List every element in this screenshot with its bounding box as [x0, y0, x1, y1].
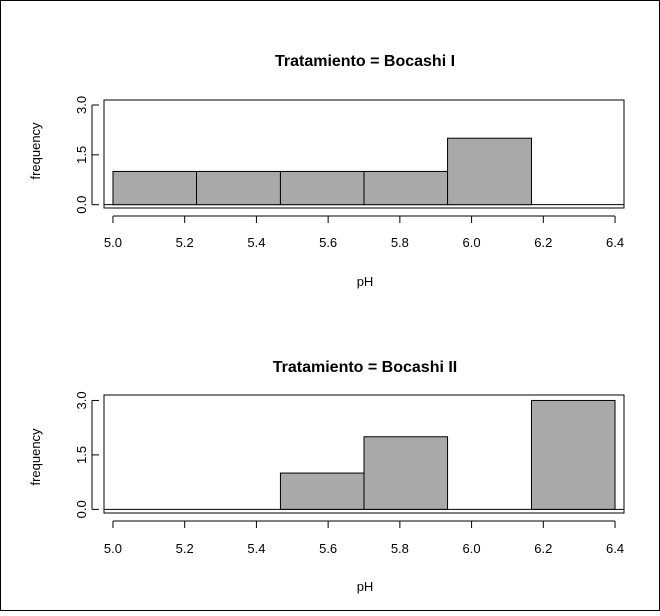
x-tick-label: 5.6 [319, 235, 337, 250]
x-axis-label: pH [357, 274, 374, 289]
histogram-bar [530, 399, 616, 510]
histogram-bar [112, 170, 198, 206]
x-axis-label: pH [357, 579, 374, 594]
histogram-bar [279, 170, 365, 206]
x-tick-label: 5.2 [176, 235, 194, 250]
x-tick-label: 6.2 [534, 235, 552, 250]
x-tick-label: 6.2 [534, 541, 552, 556]
y-axis-label: frequency [28, 428, 43, 486]
histogram-bar [196, 170, 281, 206]
x-tick-label: 5.6 [319, 541, 337, 556]
y-axis-label: frequency [28, 122, 43, 180]
panel-bocashi-i: Tratamiento = Bocashi I pH frequency 0.0… [28, 53, 625, 289]
x-tick-label: 5.4 [247, 541, 265, 556]
x-tick-label: 5.8 [391, 235, 409, 250]
panel-title: Tratamiento = Bocashi I [275, 53, 455, 70]
plot-frame [103, 99, 625, 209]
y-tick-label: 1.5 [74, 446, 89, 464]
x-tick-label: 5.4 [247, 235, 265, 250]
y-tick-label: 3.0 [74, 96, 89, 114]
x-tick-label: 5.2 [176, 541, 194, 556]
x-tick-label: 6.0 [463, 541, 481, 556]
panel-bocashi-ii: Tratamiento = Bocashi II pH frequency 0.… [28, 359, 625, 594]
x-tick-label: 6.4 [606, 235, 624, 250]
y-tick-label: 0.0 [74, 500, 89, 518]
histogram-bar [363, 170, 449, 206]
histogram-bar [447, 137, 532, 206]
y-tick-label: 3.0 [74, 391, 89, 409]
y-tick-label: 1.5 [74, 146, 89, 164]
panel-title: Tratamiento = Bocashi II [273, 359, 458, 376]
plot-frame [103, 394, 625, 514]
x-tick-label: 5.0 [104, 235, 122, 250]
x-tick-label: 5.0 [104, 541, 122, 556]
x-tick-label: 5.8 [391, 541, 409, 556]
x-tick-label: 6.4 [606, 541, 624, 556]
histogram-bar [279, 472, 365, 510]
y-tick-label: 0.0 [74, 196, 89, 214]
x-tick-label: 6.0 [463, 235, 481, 250]
histogram-bar [363, 436, 449, 510]
